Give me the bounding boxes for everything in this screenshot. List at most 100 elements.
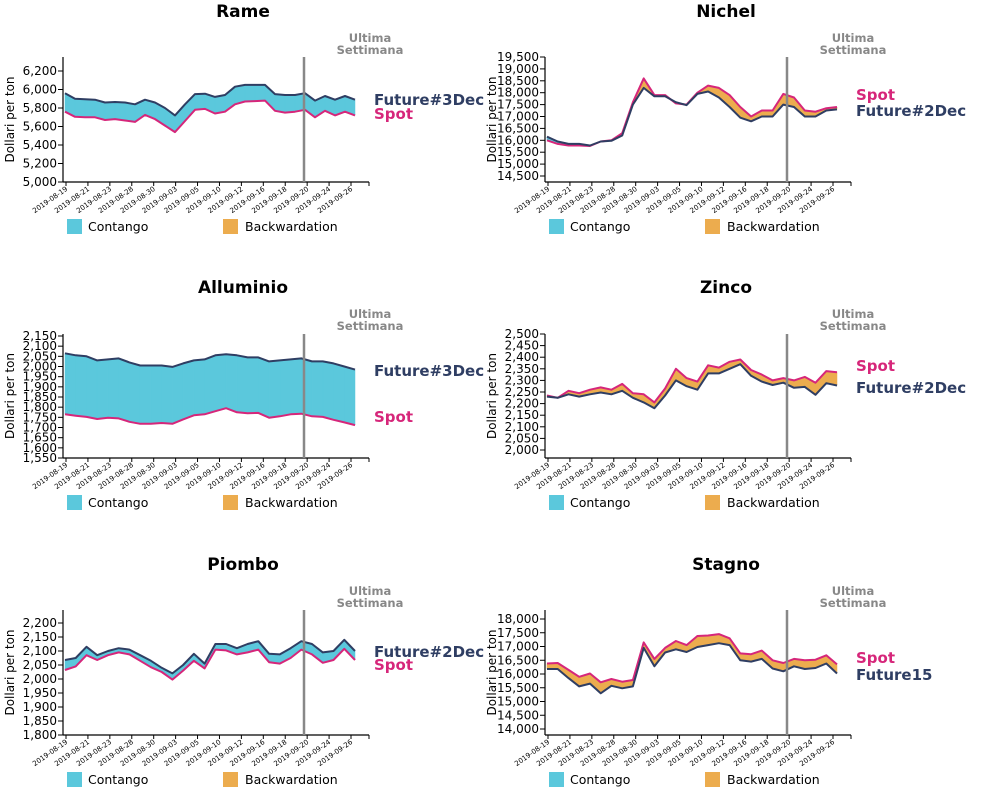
last-week-label-line1: Ultima [349,584,391,598]
contango-area [215,354,227,412]
y-tick-label: 17,000 [497,640,539,654]
y-tick-label: 2,300 [505,373,539,387]
legend-contango-swatch [549,772,564,787]
y-tick-label: 2,000 [23,360,57,374]
y-axis-label: Dollari per ton [485,353,499,439]
y-tick-label: 19,500 [497,50,539,64]
last-week-label-line1: Ultima [832,307,874,321]
y-tick-label: 2,250 [505,385,539,399]
legend-backwardation-swatch [705,219,720,234]
backwardation-area [815,370,827,396]
legend-contango-label: Contango [88,495,148,510]
contango-area [333,363,345,423]
y-tick-label: 1,950 [23,686,57,700]
legend-backwardation-label: Backwardation [245,772,338,787]
y-axis-label: Dollari per ton [3,353,17,439]
chart-title: Zinco [700,278,752,298]
last-week-label-line1: Ultima [832,584,874,598]
legend-backwardation-swatch [223,219,238,234]
y-tick-label: 2,150 [23,630,57,644]
contango-area [194,93,206,111]
legend-backwardation-label: Backwardation [727,495,820,510]
y-tick-label: 18,000 [497,86,539,100]
last-week-label-line2: Settimana [820,319,887,333]
legend-contango-swatch [67,772,82,787]
legend-backwardation-swatch [705,495,720,510]
legend-contango-label: Contango [570,219,630,234]
contango-area [75,355,87,418]
y-tick-label: 6,000 [23,83,57,97]
future-series-label: Future#3Dec [374,91,484,109]
future-line [546,86,838,147]
y-tick-label: 5,200 [23,157,57,171]
y-tick-label: 1,750 [23,410,57,424]
contango-area [150,365,162,425]
legend-contango-label: Contango [88,219,148,234]
y-tick-label: 17,000 [497,110,539,124]
contango-area [344,366,356,426]
y-tick-label: 15,500 [497,681,539,695]
contango-area [258,356,270,419]
y-axis-label: Dollari per ton [3,629,17,715]
future-series-label: Future#3Dec [374,362,484,380]
y-tick-label: 1,650 [23,431,57,445]
y-tick-label: 1,850 [23,714,57,728]
future-series-label: Future15 [856,666,932,684]
legend-backwardation-label: Backwardation [245,495,338,510]
chart-title: Piombo [207,555,279,575]
last-week-label-line2: Settimana [820,43,887,57]
y-tick-label: 2,100 [505,420,539,434]
y-tick-label: 15,500 [497,145,539,159]
contango-area [274,93,286,113]
legend-contango-swatch [67,495,82,510]
last-week-label-line1: Ultima [349,307,391,321]
y-tick-label: 5,600 [23,120,57,134]
last-week-label-line2: Settimana [337,43,404,57]
contango-area [86,355,98,420]
y-tick-label: 5,800 [23,101,57,115]
y-tick-label: 16,000 [497,133,539,147]
last-week-label-line2: Settimana [820,596,887,610]
y-tick-label: 1,700 [23,421,57,435]
contango-area [214,94,226,114]
future-series-label: Future#2Dec [374,643,484,661]
future-line [64,352,356,371]
y-tick-label: 1,950 [23,370,57,384]
y-tick-label: 1,800 [23,400,57,414]
future-line [64,638,356,675]
contango-area [268,360,281,419]
y-tick-label: 2,350 [505,362,539,376]
y-tick-label: 5,400 [23,138,57,152]
future-line [64,83,356,117]
legend-backwardation-label: Backwardation [727,219,820,234]
y-tick-label: 2,450 [505,339,539,353]
contango-area [225,354,238,413]
chart-title: Stagno [692,555,760,575]
y-tick-label: 2,100 [23,339,57,353]
y-tick-label: 2,050 [505,431,539,445]
contango-area [129,362,141,425]
y-tick-label: 15,000 [497,157,539,171]
legend-contango-swatch [549,495,564,510]
legend-backwardation-swatch [223,495,238,510]
spot-line [64,99,356,134]
contango-area [161,365,173,425]
spot-line [546,358,838,404]
legend-backwardation-swatch [705,772,720,787]
y-tick-label: 2,500 [505,327,539,341]
y-tick-label: 2,200 [505,397,539,411]
contango-area [193,359,205,416]
contango-area [107,358,119,419]
legend-backwardation-label: Backwardation [245,219,338,234]
y-tick-label: 15,000 [497,695,539,709]
y-tick-label: 1,550 [23,451,57,465]
contango-area [322,361,334,421]
y-tick-label: 6,200 [23,64,57,78]
y-tick-label: 2,150 [23,329,57,343]
contango-area [254,84,266,102]
y-tick-label: 14,500 [497,169,539,183]
backwardation-area [589,672,601,694]
y-tick-label: 1,900 [23,380,57,394]
